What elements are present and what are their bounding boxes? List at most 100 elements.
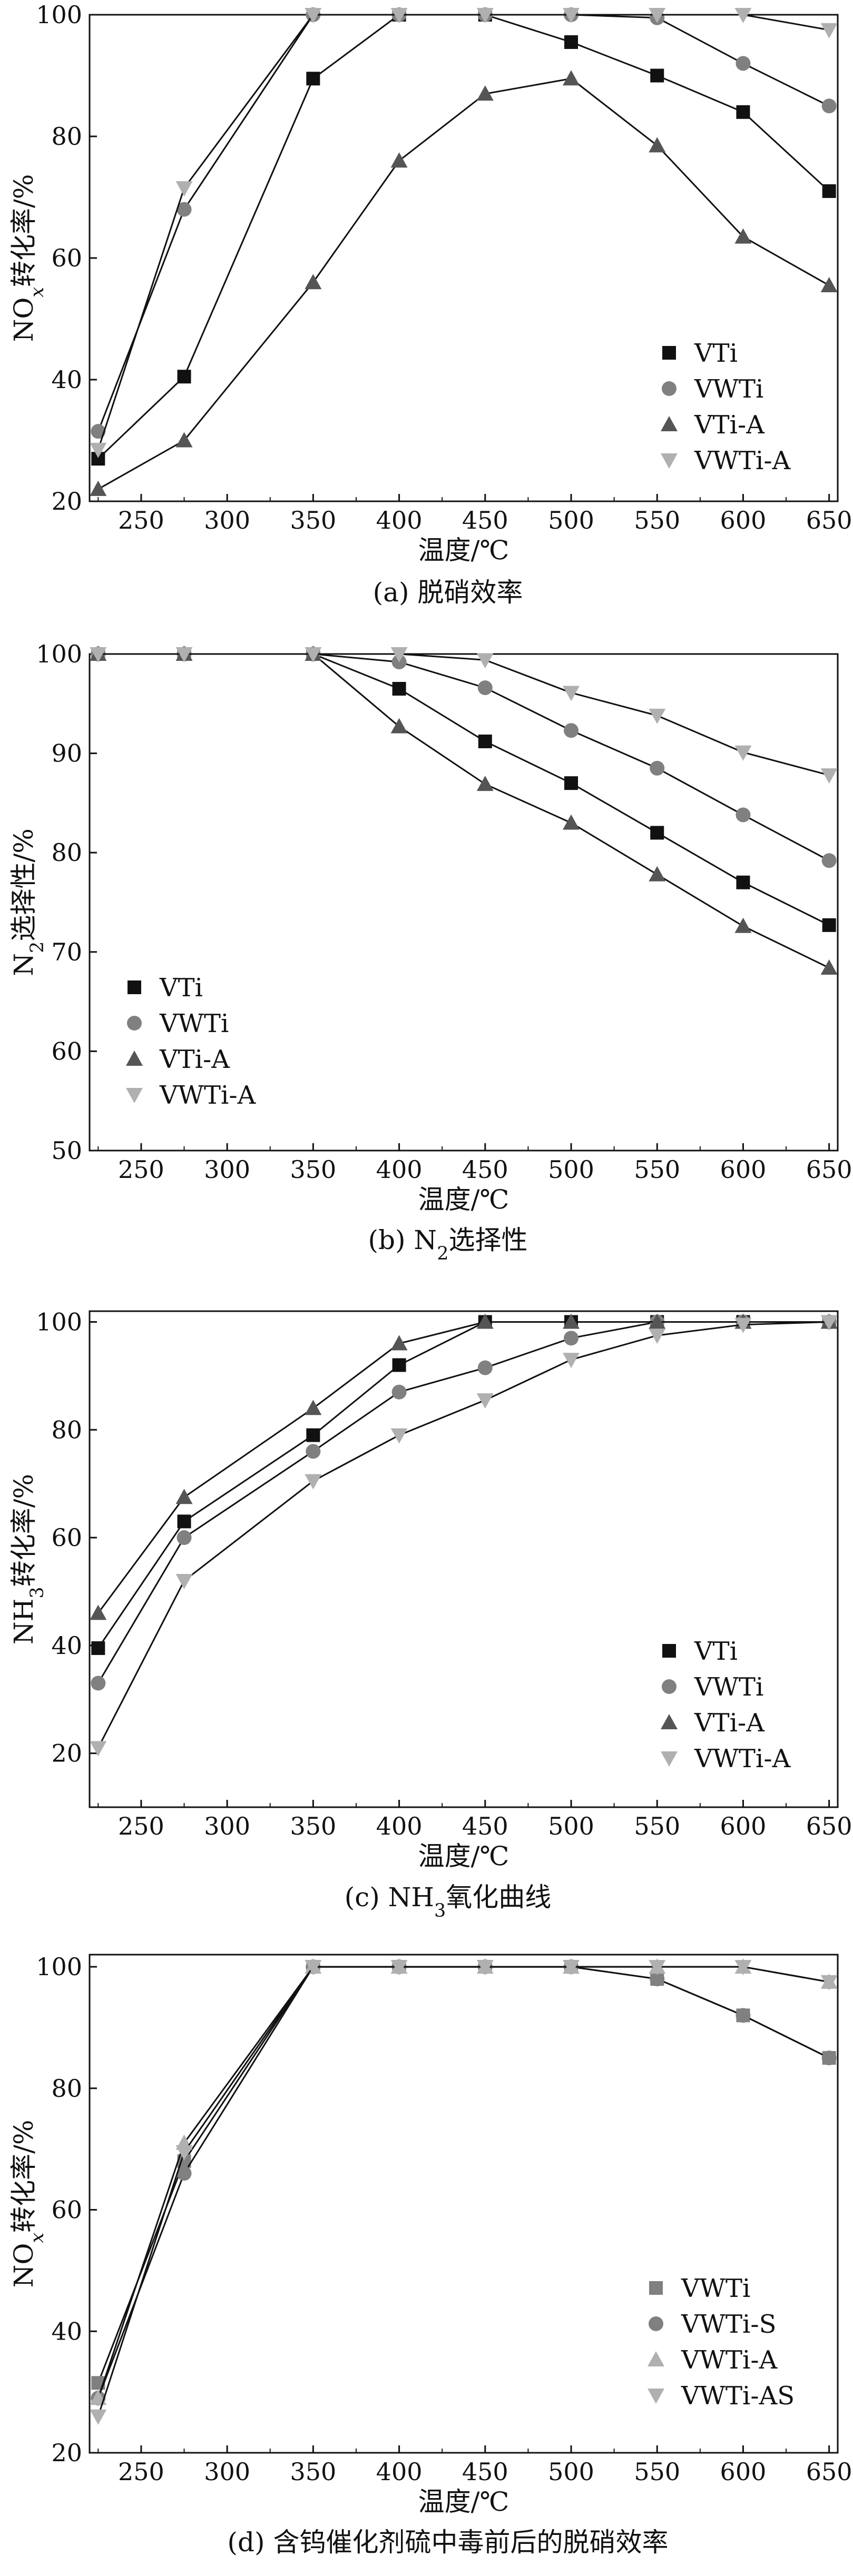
x-axis-label: 温度/℃ — [418, 535, 509, 566]
x-axis-label: 温度/℃ — [418, 2486, 509, 2517]
data-point-VTi — [392, 1358, 406, 1372]
x-tick-label: 500 — [548, 2458, 594, 2486]
data-point-VWTi — [391, 1384, 407, 1400]
y-tick-label: 100 — [36, 640, 82, 668]
data-point-VTi-A — [305, 274, 322, 290]
data-point-VWTi-AS — [734, 1960, 752, 1976]
data-point-VWTi-A — [476, 653, 494, 669]
x-tick-label: 350 — [290, 1812, 336, 1840]
data-point-VWTi-AS — [390, 1960, 408, 1976]
x-tick-label: 600 — [720, 1155, 767, 1184]
x-tick-label: 500 — [548, 506, 594, 534]
data-point-VWTi-AS — [476, 1960, 494, 1976]
legend-label: VWTi — [681, 2274, 750, 2303]
y-tick-label: 90 — [51, 739, 82, 768]
x-tick-label: 300 — [204, 506, 250, 534]
x-tick-label: 250 — [118, 1155, 164, 1184]
legend-marker-VWTi — [127, 1016, 142, 1031]
legend-label: VTi — [694, 1637, 738, 1666]
y-tick-label: 20 — [51, 2439, 82, 2467]
data-point-VTi-A — [305, 1400, 322, 1415]
x-tick-label: 500 — [548, 1812, 594, 1840]
x-tick-label: 400 — [376, 506, 423, 534]
legend-marker-VWTi-A — [648, 2351, 664, 2366]
data-point-VTi-A — [734, 917, 752, 933]
data-point-VWTi-A — [734, 745, 752, 761]
y-axis-label: NOx转化率/% — [8, 2120, 48, 2288]
y-tick-label: 80 — [51, 1415, 82, 1444]
data-point-VWTi — [821, 853, 837, 868]
x-tick-label: 350 — [290, 506, 336, 534]
x-tick-label: 400 — [376, 1155, 423, 1184]
data-point-VWTi-A — [175, 181, 193, 197]
legend-label: VTi — [694, 339, 738, 368]
data-point-VWTi-A — [563, 8, 580, 23]
data-point-VWTi — [477, 1360, 493, 1375]
data-point-VTi-A — [175, 432, 193, 448]
data-point-VTi-A — [90, 1604, 107, 1620]
x-tick-label: 450 — [462, 1812, 508, 1840]
data-point-VWTi-A — [563, 686, 580, 701]
data-point-VWTi-A — [476, 1393, 494, 1409]
data-point-VWTi-A — [390, 8, 408, 23]
legend: VTi VWTi VTi-A VWTi-A — [661, 1637, 791, 1774]
data-point-VWTi-A — [476, 8, 494, 23]
y-tick-label: 40 — [51, 365, 82, 394]
data-point-VTi — [650, 68, 664, 83]
legend-label: VWTi-A — [694, 1744, 791, 1774]
data-point-VTi-A — [820, 959, 838, 975]
data-point-VWTi — [736, 807, 751, 823]
data-point-VWTi-S — [736, 2008, 751, 2023]
x-tick-label: 650 — [806, 1155, 852, 1184]
y-tick-label: 60 — [51, 2196, 82, 2224]
series-line-VWTi-A — [98, 653, 830, 776]
series-line-VTi-A — [97, 1321, 829, 1614]
chart-caption: (b) N2选择性 — [368, 1225, 528, 1264]
data-point-VWTi-S — [821, 2050, 837, 2066]
data-point-VTi-A — [175, 1489, 193, 1504]
data-point-VTi-A — [476, 776, 494, 791]
legend-marker-VWTi-AS — [648, 2389, 664, 2404]
x-tick-label: 600 — [720, 2458, 767, 2486]
y-tick-label: 100 — [36, 1953, 82, 1981]
data-point-VTi — [392, 682, 406, 696]
legend-label: VWTi-A — [694, 446, 791, 475]
data-point-VWTi — [477, 680, 493, 696]
data-point-VTi-A — [390, 1335, 408, 1351]
legend-label: VWTi-S — [681, 2310, 776, 2339]
y-tick-label: 60 — [51, 1523, 82, 1552]
x-tick-label: 650 — [806, 1812, 852, 1840]
data-point-VWTi-AS — [175, 2145, 193, 2161]
legend: VWTi VWTi-S VWTi-A VWTi-AS — [648, 2274, 795, 2411]
legend-label: VTi-A — [694, 1708, 765, 1738]
y-tick-label: 60 — [51, 1037, 82, 1065]
legend-marker-VWTi-A — [661, 1751, 678, 1767]
chart-panel-b: 250 300 350 400 450 500 550 600 650 50 60 70 80 90 100… — [8, 640, 852, 1264]
x-tick-label: 500 — [548, 1155, 594, 1184]
y-tick-label: 50 — [51, 1136, 82, 1165]
legend-label: VWTi-A — [681, 2345, 778, 2375]
data-point-VWTi-AS — [649, 1960, 666, 1976]
x-tick-label: 300 — [204, 1155, 250, 1184]
data-point-VTi-A — [476, 1313, 494, 1329]
data-point-VWTi-A — [305, 647, 322, 662]
y-tick-label: 100 — [36, 1, 82, 29]
data-point-VWTi-A — [649, 8, 666, 23]
y-tick-label: 60 — [51, 244, 82, 272]
legend-marker-VTi-A — [126, 1051, 143, 1066]
x-tick-label: 350 — [290, 2458, 336, 2486]
data-point-VWTi-AS — [90, 2409, 107, 2425]
x-tick-label: 450 — [462, 2458, 508, 2486]
data-point-VWTi-A — [390, 647, 408, 662]
data-point-VWTi — [564, 1331, 579, 1346]
data-point-VWTi-A — [649, 1329, 666, 1344]
data-point-VWTi-S — [177, 2166, 192, 2181]
series-line-VWTi — [97, 1321, 829, 1684]
legend-marker-VTi — [662, 1644, 676, 1658]
x-tick-label: 650 — [806, 2458, 852, 2486]
data-point-VTi — [736, 875, 750, 889]
legend-label: VWTi-A — [159, 1081, 257, 1110]
chart-panel-d: 250 300 350 400 450 500 550 600 650 20 40 60 80 100 温度… — [8, 1953, 852, 2558]
y-axis-label: NOx转化率/% — [8, 174, 48, 342]
data-point-VWTi-A — [305, 8, 322, 23]
